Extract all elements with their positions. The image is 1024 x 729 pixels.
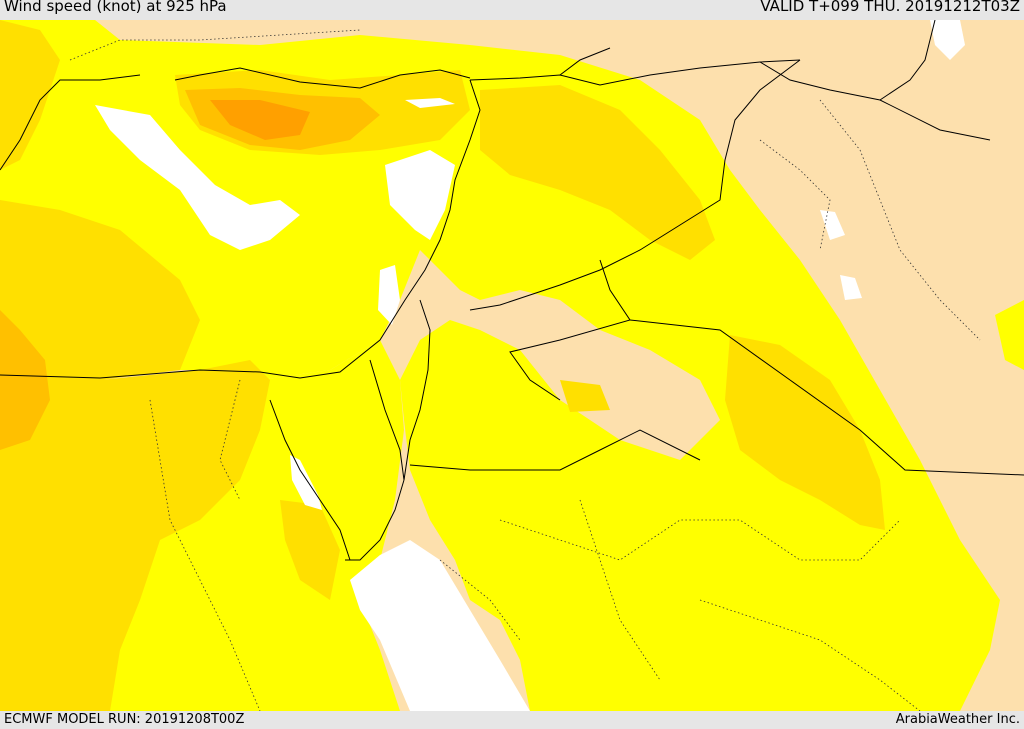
map-header: Wind speed (knot) at 925 hPa VALID T+099… xyxy=(0,0,1024,20)
map-footer: ECMWF MODEL RUN: 20191208T00Z ArabiaWeat… xyxy=(0,711,1024,729)
province-borders xyxy=(69,29,981,711)
water-sinai-coast-calm xyxy=(378,265,400,325)
wind-band-yellow-arabia xyxy=(460,495,760,665)
water-gulf-of-suez xyxy=(290,455,322,510)
wind-band-yellow-west xyxy=(0,20,1000,711)
wind-band-dark-orange-core xyxy=(210,100,310,140)
wind-speed-map xyxy=(0,20,1024,711)
water-lake-iran xyxy=(820,210,862,300)
water-red-sea xyxy=(350,540,530,711)
wind-band-yellow-east xyxy=(995,300,1024,370)
credit: ArabiaWeather Inc. xyxy=(895,712,1020,727)
water-cyprus-gap xyxy=(405,98,455,108)
wind-band-gold-iraq xyxy=(725,335,885,530)
water-caspian-edge xyxy=(930,20,965,60)
map-title: Wind speed (knot) at 925 hPa xyxy=(4,0,227,15)
water-mediterranean-calm xyxy=(95,105,300,250)
model-run: ECMWF MODEL RUN: 20191208T00Z xyxy=(4,712,245,727)
valid-time: VALID T+099 THU. 20191212T03Z xyxy=(760,0,1020,15)
wind-band-gold-syria xyxy=(480,85,715,260)
wind-band-orange-core xyxy=(0,88,380,450)
wind-band-gold-misc xyxy=(30,380,610,670)
water-levant-coast-calm xyxy=(385,150,455,240)
country-borders xyxy=(0,20,1024,561)
wind-band-gold-west xyxy=(0,20,200,380)
